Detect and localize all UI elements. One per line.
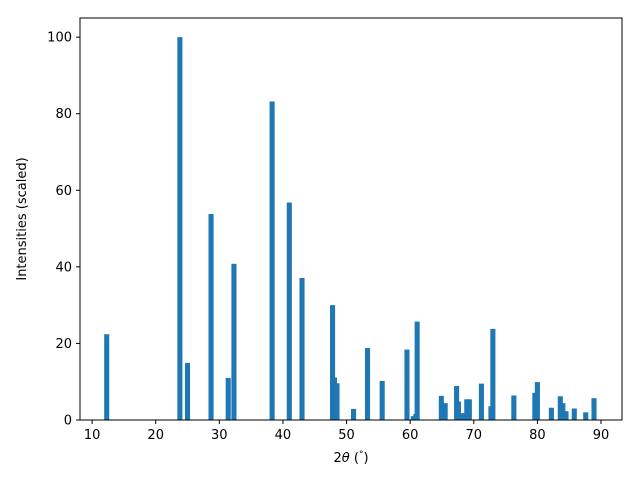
bar [231,263,237,420]
bar [563,411,569,420]
bar [414,321,420,420]
bar [404,349,410,420]
x-axis-ticks: 10 20 30 40 50 60 70 80 90 [84,420,609,443]
bar [184,362,191,420]
bar [511,395,517,420]
bar [208,214,214,420]
y-tick-label: 80 [55,107,72,122]
y-tick-label: 0 [64,414,72,429]
bar [478,383,484,420]
x-tick-label: 20 [147,428,164,443]
bar [269,101,275,421]
bar [286,202,292,420]
plot-frame [79,17,623,421]
bar [177,37,183,420]
bar [104,334,110,420]
bar [571,408,577,420]
bar [334,383,340,420]
x-tick-label: 70 [466,428,483,443]
y-tick-label: 60 [55,184,72,199]
y-tick-label: 20 [55,337,72,352]
x-tick-label: 90 [593,428,610,443]
bar [464,399,470,420]
bar [534,382,540,420]
x-tick-label: 50 [338,428,355,443]
y-tick-label: 40 [55,260,72,275]
bar [438,395,444,420]
y-tick-label: 100 [47,31,72,46]
y-axis-ticks: 0 20 40 60 80 100 [47,31,80,429]
bar [379,380,385,420]
y-axis-label: Intensities (scaled) [15,157,30,280]
bar [466,399,472,420]
bar [548,407,554,420]
bar [330,305,336,420]
bar [442,403,448,420]
bar [365,348,371,420]
bar [532,392,538,420]
bar [299,277,305,420]
bar [461,413,467,420]
x-tick-label: 30 [211,428,228,443]
bar [490,328,496,420]
x-axis-label: 2θ (°) [333,450,368,466]
bar [591,398,597,420]
x-tick-label: 40 [275,428,292,443]
x-tick-label: 10 [84,428,101,443]
x-tick-label: 80 [529,428,546,443]
bar [225,377,231,420]
bar [583,412,589,420]
bar-series [104,37,597,421]
x-tick-label: 60 [402,428,419,443]
bar [560,403,566,420]
bar [351,408,357,420]
bar [455,401,462,420]
